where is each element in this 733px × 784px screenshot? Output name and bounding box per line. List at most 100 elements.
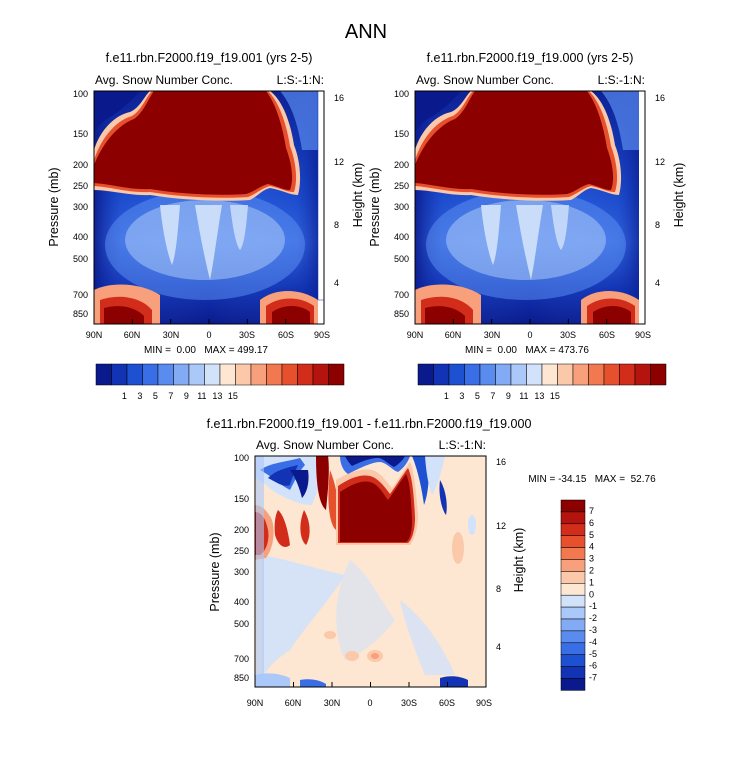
panel-diff-cb-label: 3 bbox=[589, 554, 594, 564]
panel-2-ytick: 500 bbox=[394, 254, 409, 264]
panel-2-cb-swatch bbox=[417, 363, 434, 386]
panel-1-cb-label: 11 bbox=[197, 391, 206, 401]
panel-1-cb-swatch bbox=[219, 363, 236, 386]
panel-diff-cb-swatch bbox=[560, 654, 586, 667]
panel-2-ytick: 100 bbox=[394, 89, 409, 99]
panel-1-cb-label: 7 bbox=[168, 391, 173, 401]
panel-diff-y2tick: 4 bbox=[496, 642, 501, 652]
panel-2-cb-label: 11 bbox=[519, 391, 528, 401]
panel-diff-stats: MIN = -34.15 MAX = 52.76 bbox=[528, 474, 656, 485]
panel-diff-y2tick: 12 bbox=[496, 521, 506, 531]
panel-1-y2ticks: 16 12 8 4 bbox=[334, 93, 344, 288]
panel-1-ylabel: Pressure (mb) bbox=[47, 167, 61, 246]
panel-1-ytick: 850 bbox=[73, 309, 88, 319]
panel-1-cb-swatch bbox=[188, 363, 205, 386]
panel-diff-cb-swatch bbox=[560, 523, 586, 536]
panel-1-cb-swatch bbox=[126, 363, 143, 386]
panel-diff-xtick: 0 bbox=[367, 698, 372, 708]
panel-2-ytick: 250 bbox=[394, 181, 409, 191]
panel-2-cb-swatch bbox=[464, 363, 481, 386]
panel-1-cb-swatch bbox=[297, 363, 314, 386]
panel-2: f.e11.rbn.F2000.f19_f19.000 (yrs 2-5) Av… bbox=[368, 51, 686, 401]
panel-2-cb-swatch bbox=[526, 363, 543, 386]
panel-1-field bbox=[94, 91, 324, 324]
panel-diff-cb-label: 5 bbox=[589, 530, 594, 540]
panel-2-yticks: 100 150 200 250 300 400 500 700 850 bbox=[394, 89, 409, 319]
panel-2-y2ticks: 16 12 8 4 bbox=[655, 93, 665, 288]
figure-title: ANN bbox=[345, 21, 387, 43]
panel-1-cb-swatch bbox=[328, 363, 345, 386]
panel-diff-cb-swatch bbox=[560, 499, 586, 513]
panel-1-cb-label: 5 bbox=[153, 391, 158, 401]
panel-2-ytick: 400 bbox=[394, 232, 409, 242]
panel-diff-cb-swatch bbox=[560, 511, 586, 525]
panel-diff-ytick: 100 bbox=[234, 453, 249, 463]
panel-2-cb-label: 5 bbox=[475, 391, 480, 401]
panel-diff-cb-swatch bbox=[560, 630, 586, 644]
panel-diff-right-label: L:S:-1:N: bbox=[439, 438, 486, 452]
panel-diff-field bbox=[255, 456, 486, 687]
panel-diff-ylabel: Pressure (mb) bbox=[208, 532, 222, 611]
panel-2-ylabel: Pressure (mb) bbox=[368, 167, 382, 246]
panel-diff-cb-label: -4 bbox=[589, 637, 597, 647]
panel-2-cb-label: 15 bbox=[550, 391, 560, 401]
panel-2-xtick: 90N bbox=[407, 330, 424, 340]
panel-2-y2tick: 12 bbox=[655, 157, 665, 167]
panel-1-xtick: 90N bbox=[86, 330, 103, 340]
panel-diff-cb-swatch bbox=[560, 666, 586, 679]
panel-2-cb-swatch bbox=[572, 363, 589, 386]
panel-1-cb-swatch bbox=[281, 363, 298, 386]
panel-diff: f.e11.rbn.F2000.f19_f19.001 - f.e11.rbn.… bbox=[207, 417, 656, 708]
panel-1-cb-swatch bbox=[111, 363, 128, 386]
panel-diff-cb-label: -3 bbox=[589, 625, 597, 635]
panel-diff-cb-swatch bbox=[560, 678, 586, 691]
panel-diff-cb-label: -1 bbox=[589, 601, 597, 611]
panel-diff-ytick: 150 bbox=[234, 494, 249, 504]
panel-2-xtick: 60S bbox=[599, 330, 615, 340]
panel-1-xtick: 0 bbox=[206, 330, 211, 340]
panel-2-y2label: Height (km) bbox=[672, 163, 686, 228]
panel-2-cb-swatch bbox=[588, 363, 605, 386]
panel-2-cb-label: 9 bbox=[506, 391, 511, 401]
panel-diff-cb-swatch bbox=[560, 547, 586, 560]
panel-1-cb-swatch bbox=[312, 363, 329, 386]
panel-1-ytick: 200 bbox=[73, 160, 88, 170]
panel-diff-y2tick: 16 bbox=[496, 457, 506, 467]
panel-2-cb-swatch bbox=[479, 363, 496, 386]
panel-diff-cb-label: 4 bbox=[589, 542, 594, 552]
panel-diff-title: f.e11.rbn.F2000.f19_f19.001 - f.e11.rbn.… bbox=[207, 417, 532, 431]
panel-2-cb-swatch bbox=[650, 363, 667, 386]
panel-1-cb-label: 3 bbox=[137, 391, 142, 401]
panel-2-cb-label: 1 bbox=[444, 391, 449, 401]
panel-diff-cb-label: 7 bbox=[589, 506, 594, 516]
panel-2-cb-swatch bbox=[541, 363, 558, 386]
panel-1: f.e11.rbn.F2000.f19_f19.001 (yrs 2-5) Av… bbox=[47, 51, 365, 401]
panel-diff-y2ticks: 16 12 8 4 bbox=[496, 457, 506, 652]
panel-diff-ytick: 500 bbox=[234, 619, 249, 629]
panel-1-cb-swatch bbox=[142, 363, 159, 386]
panel-diff-yticks: 100 150 200 250 300 400 500 700 850 bbox=[234, 453, 249, 683]
panel-diff-xtick: 90S bbox=[476, 698, 492, 708]
panel-2-ytick: 200 bbox=[394, 160, 409, 170]
panel-2-left-label: Avg. Snow Number Conc. bbox=[416, 73, 554, 87]
panel-1-ytick: 150 bbox=[73, 129, 88, 139]
panel-1-xtick: 60N bbox=[124, 330, 141, 340]
panel-1-y2tick: 12 bbox=[334, 157, 344, 167]
panel-diff-xtick: 30N bbox=[324, 698, 341, 708]
panel-2-right-label: L:S:-1:N: bbox=[598, 73, 645, 87]
panel-diff-cb-swatch bbox=[560, 618, 586, 632]
panel-diff-xtick: 60N bbox=[285, 698, 302, 708]
panel-1-y2tick: 16 bbox=[334, 93, 344, 103]
panel-1-cb-label: 1 bbox=[122, 391, 127, 401]
panel-diff-cb-label: 6 bbox=[589, 518, 594, 528]
panel-2-ytick: 300 bbox=[394, 202, 409, 212]
panel-diff-xtick: 90N bbox=[247, 698, 264, 708]
panel-1-title: f.e11.rbn.F2000.f19_f19.001 (yrs 2-5) bbox=[106, 51, 313, 65]
panel-2-ytick: 150 bbox=[394, 129, 409, 139]
panel-2-y2tick: 16 bbox=[655, 93, 665, 103]
panel-2-xticks: 90N 60N 30N 0 30S 60S 90S bbox=[407, 330, 651, 340]
panel-diff-y2label: Height (km) bbox=[512, 528, 526, 593]
panel-2-field bbox=[415, 91, 645, 324]
panel-diff-ytick: 200 bbox=[234, 525, 249, 535]
panel-2-cb-swatch bbox=[634, 363, 651, 386]
